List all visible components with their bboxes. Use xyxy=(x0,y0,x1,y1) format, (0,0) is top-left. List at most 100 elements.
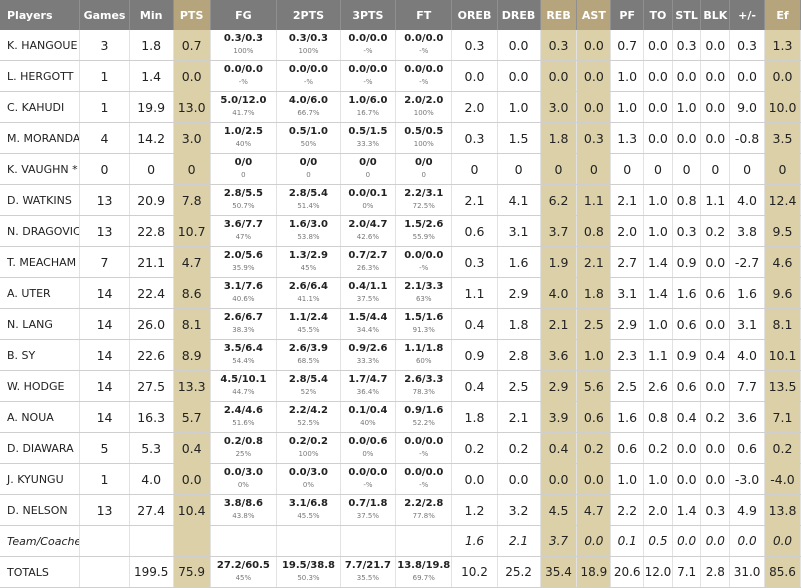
col-header-3pts[interactable]: 3PTS xyxy=(340,0,397,30)
col-header-min[interactable]: Min xyxy=(129,0,174,30)
player-name[interactable]: C. KAHUDI xyxy=(0,91,81,123)
totals-3pts: 7.7/21.7 35.5% xyxy=(340,556,397,588)
col-header-blk[interactable]: BLK xyxy=(700,0,731,30)
player-fg-pct: 43.8% xyxy=(232,512,255,520)
player-blk: 0.0 xyxy=(700,370,731,402)
player-2pts-pct: 50% xyxy=(300,140,317,148)
player-2pts-pct: 100% xyxy=(298,47,319,55)
player-fg: 1.0/2.5 40% xyxy=(210,122,278,154)
player-name[interactable]: K. HANGOUE xyxy=(0,30,81,61)
player-2pts-made-attempted: 1.6/3.0 xyxy=(288,219,328,230)
player-games: 1 xyxy=(79,60,130,92)
player-stl: 1.0 xyxy=(672,91,702,123)
col-header-2pts[interactable]: 2PTS xyxy=(276,0,341,30)
player-3pts: 0/0 0 xyxy=(340,153,397,185)
player-pts: 4.7 xyxy=(173,246,211,278)
player-min: 27.5 xyxy=(129,370,174,402)
player-plus-minus: 7.7 xyxy=(729,370,765,402)
player-fg: 2.6/6.7 38.3% xyxy=(210,308,278,340)
player-3pts: 0.9/2.6 33.3% xyxy=(340,339,397,371)
player-games: 14 xyxy=(79,339,130,371)
player-ast: 2.1 xyxy=(576,246,612,278)
col-header-pf[interactable]: PF xyxy=(610,0,645,30)
col-header-to[interactable]: TO xyxy=(643,0,673,30)
totals-plus-minus: 31.0 xyxy=(729,556,765,588)
player-3pts: 0.5/1.5 33.3% xyxy=(340,122,397,154)
player-3pts-made-attempted: 0.7/1.8 xyxy=(348,498,388,509)
player-pts: 0 xyxy=(173,153,211,185)
player-name[interactable]: B. SY xyxy=(0,339,81,371)
player-name[interactable]: N. LANG xyxy=(0,308,81,340)
player-name[interactable]: T. MEACHAM xyxy=(0,246,81,278)
player-name[interactable]: A. UTER xyxy=(0,277,81,309)
player-name[interactable]: A. NOUA xyxy=(0,401,81,433)
player-ft-made-attempted: 2.2/2.8 xyxy=(404,498,444,509)
player-plus-minus: -0.8 xyxy=(729,122,765,154)
col-header-stl[interactable]: STL xyxy=(672,0,702,30)
player-ef: -4.0 xyxy=(764,463,801,495)
player-plus-minus: 3.6 xyxy=(729,401,765,433)
player-blk: 0.6 xyxy=(700,277,731,309)
player-name[interactable]: D. DIAWARA xyxy=(0,432,81,464)
player-min: 1.4 xyxy=(129,60,174,92)
player-3pts-made-attempted: 1.5/4.4 xyxy=(348,312,388,323)
player-games: 14 xyxy=(79,370,130,402)
player-reb: 0.3 xyxy=(540,30,578,61)
player-3pts: 0.0/0.1 0% xyxy=(340,184,397,216)
player-dreb: 3.1 xyxy=(497,215,541,247)
col-header-ft[interactable]: FT xyxy=(395,0,453,30)
player-pf: 0.7 xyxy=(610,30,645,61)
team-ast: 0.0 xyxy=(576,525,612,557)
col-header-games[interactable]: Games xyxy=(79,0,130,30)
player-blk: 0.0 xyxy=(700,432,731,464)
player-ef: 0.2 xyxy=(764,432,801,464)
player-pf: 0 xyxy=(610,153,645,185)
player-name[interactable]: N. DRAGOVIC xyxy=(0,215,81,247)
player-ast: 0.0 xyxy=(576,463,612,495)
player-ef: 10.1 xyxy=(764,339,801,371)
player-name[interactable]: J. KYUNGU xyxy=(0,463,81,495)
player-ft: 1.1/1.8 60% xyxy=(395,339,453,371)
player-stl: 0.9 xyxy=(672,339,702,371)
player-fg-pct: 40% xyxy=(235,140,252,148)
player-ef: 10.0 xyxy=(764,91,801,123)
player-ft-pct: -% xyxy=(419,78,429,86)
player-ft-made-attempted: 2.1/3.3 xyxy=(404,281,444,292)
player-min: 20.9 xyxy=(129,184,174,216)
player-ft-made-attempted: 0.0/0.0 xyxy=(404,64,444,75)
player-name[interactable]: L. HERGOTT xyxy=(0,60,81,92)
player-blk: 0.0 xyxy=(700,91,731,123)
totals-ft-pct: 69.7% xyxy=(412,574,435,582)
player-ft: 1.5/1.6 91.3% xyxy=(395,308,453,340)
player-stl: 0.6 xyxy=(672,370,702,402)
col-header-reb[interactable]: REB xyxy=(540,0,578,30)
team-pts xyxy=(173,525,211,557)
col-header-pts[interactable]: PTS xyxy=(173,0,211,30)
col-header-dreb[interactable]: DREB xyxy=(497,0,541,30)
player-2pts-pct: 53.8% xyxy=(297,233,320,241)
player-ft-made-attempted: 2.6/3.3 xyxy=(404,374,444,385)
player-ft: 2.1/3.3 63% xyxy=(395,277,453,309)
player-name[interactable]: D. NELSON xyxy=(0,494,81,526)
player-reb: 3.7 xyxy=(540,215,578,247)
player-name[interactable]: W. HODGE xyxy=(0,370,81,402)
player-2pts: 4.0/6.0 66.7% xyxy=(276,91,341,123)
player-pf: 2.2 xyxy=(610,494,645,526)
player-ef: 9.6 xyxy=(764,277,801,309)
col-header-ef[interactable]: Ef xyxy=(764,0,801,30)
player-to: 0.0 xyxy=(643,91,673,123)
player-name[interactable]: K. VAUGHN * xyxy=(0,153,81,185)
player-name[interactable]: M. MORANDAIS xyxy=(0,122,81,154)
player-dreb: 2.8 xyxy=(497,339,541,371)
col-header-fg[interactable]: FG xyxy=(210,0,278,30)
player-games: 13 xyxy=(79,215,130,247)
player-row: J. KYUNGU 1 4.0 0.0 0.0/3.0 0% 0.0/3.0 0% 0.0/0.… xyxy=(0,463,801,495)
player-ft: 2.0/2.0 100% xyxy=(395,91,453,123)
player-oreb: 0.6 xyxy=(451,215,498,247)
col-header-ast[interactable]: AST xyxy=(576,0,612,30)
player-name[interactable]: D. WATKINS xyxy=(0,184,81,216)
col-header-players[interactable]: Players xyxy=(0,0,81,30)
col-header-oreb[interactable]: OREB xyxy=(451,0,498,30)
col-header-plus-minus[interactable]: +/- xyxy=(729,0,765,30)
player-2pts-made-attempted: 1.1/2.4 xyxy=(288,312,328,323)
